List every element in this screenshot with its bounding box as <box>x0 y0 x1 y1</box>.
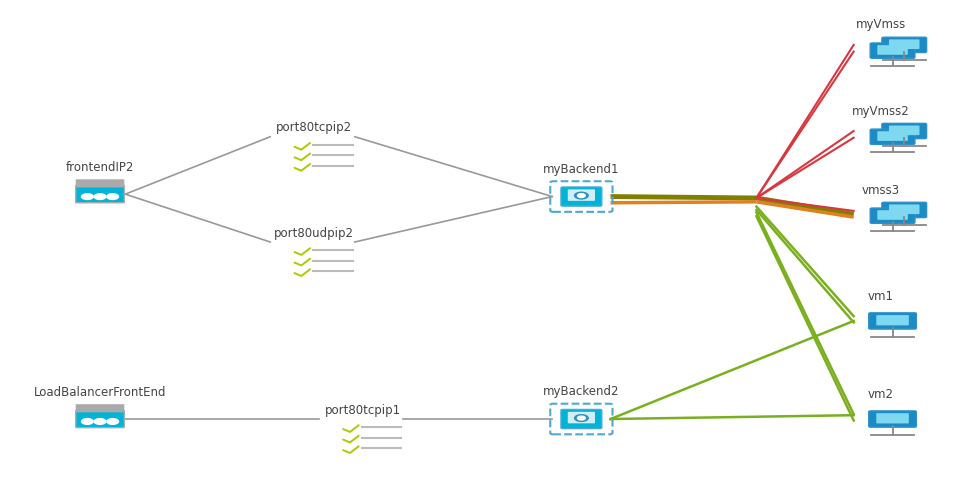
Circle shape <box>106 419 118 424</box>
FancyBboxPatch shape <box>875 315 908 325</box>
FancyBboxPatch shape <box>75 410 124 428</box>
FancyBboxPatch shape <box>561 409 601 429</box>
Circle shape <box>106 194 118 199</box>
Text: vmss3: vmss3 <box>861 183 899 197</box>
Text: myVmss2: myVmss2 <box>851 105 909 118</box>
FancyBboxPatch shape <box>870 208 914 223</box>
FancyBboxPatch shape <box>876 210 907 220</box>
FancyBboxPatch shape <box>888 125 918 135</box>
Circle shape <box>81 419 93 424</box>
FancyBboxPatch shape <box>870 43 914 58</box>
FancyBboxPatch shape <box>868 411 915 427</box>
FancyBboxPatch shape <box>75 185 124 203</box>
Text: port80tcpip2: port80tcpip2 <box>276 121 352 135</box>
FancyBboxPatch shape <box>75 180 124 187</box>
Text: myBackend1: myBackend1 <box>542 163 619 176</box>
Text: myVmss: myVmss <box>855 18 905 31</box>
FancyBboxPatch shape <box>881 123 925 138</box>
Text: LoadBalancerFrontEnd: LoadBalancerFrontEnd <box>34 386 166 399</box>
Text: vm2: vm2 <box>867 388 893 401</box>
Circle shape <box>576 416 584 420</box>
FancyBboxPatch shape <box>888 39 918 49</box>
FancyBboxPatch shape <box>568 189 594 201</box>
FancyBboxPatch shape <box>888 204 918 214</box>
Circle shape <box>81 194 93 199</box>
Text: port80tcpip1: port80tcpip1 <box>324 404 401 417</box>
FancyBboxPatch shape <box>568 412 594 424</box>
Circle shape <box>94 194 106 199</box>
FancyBboxPatch shape <box>561 187 601 206</box>
FancyBboxPatch shape <box>881 202 925 218</box>
FancyBboxPatch shape <box>881 37 925 53</box>
Circle shape <box>574 192 587 199</box>
FancyBboxPatch shape <box>868 313 915 329</box>
FancyBboxPatch shape <box>876 131 907 141</box>
Text: vm1: vm1 <box>867 290 893 303</box>
FancyBboxPatch shape <box>870 129 914 144</box>
Circle shape <box>94 419 106 424</box>
Text: frontendIP2: frontendIP2 <box>65 161 134 174</box>
Text: port80udpip2: port80udpip2 <box>274 227 354 240</box>
FancyBboxPatch shape <box>876 45 907 55</box>
Circle shape <box>576 194 584 197</box>
Circle shape <box>574 415 587 422</box>
Text: myBackend2: myBackend2 <box>542 385 619 398</box>
FancyBboxPatch shape <box>75 404 124 412</box>
FancyBboxPatch shape <box>875 413 908 424</box>
